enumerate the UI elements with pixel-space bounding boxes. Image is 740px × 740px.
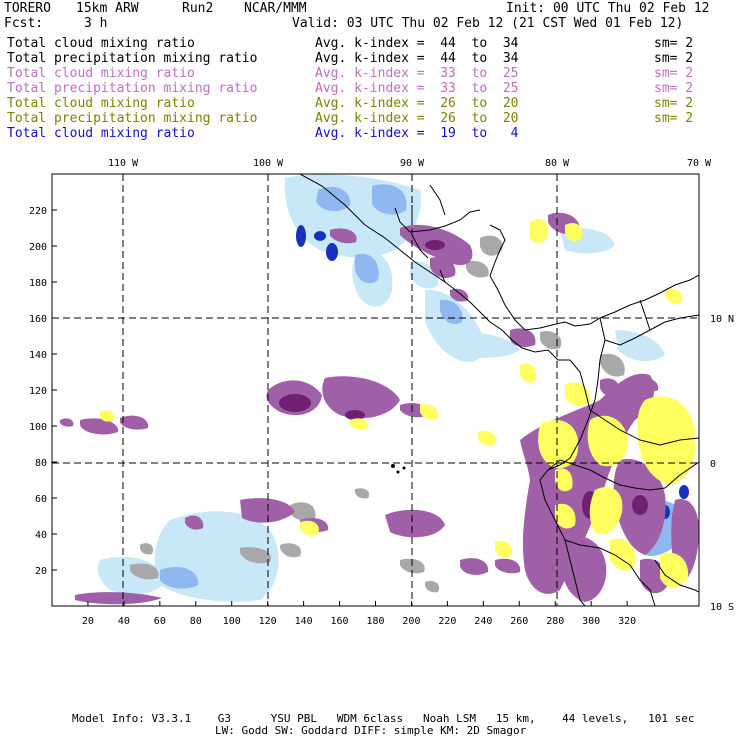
x-tick-label: 320	[618, 616, 636, 627]
legend-index: Avg. k-index = 33 to 25	[315, 81, 519, 96]
y-tick-label: 140	[29, 350, 47, 361]
x-tick-label: 180	[366, 616, 384, 627]
legend-field: Total precipitation mixing ratio	[7, 111, 258, 126]
y-tick-label: 40	[35, 530, 47, 541]
lat-lon-grid	[52, 174, 699, 606]
y-tick-label: 80	[35, 458, 47, 469]
x-tick-label: 80	[190, 616, 202, 627]
legend-index: Avg. k-index = 19 to 4	[315, 126, 519, 141]
latitude-label: 0	[710, 459, 716, 470]
forecast-label: Fcst:	[4, 16, 44, 31]
legend-sm: sm= 2	[654, 96, 694, 111]
longitude-label: 100 W	[253, 158, 284, 169]
x-tick-label: 220	[438, 616, 456, 627]
y-tick-label: 200	[29, 242, 47, 253]
y-tick-label: 120	[29, 386, 47, 397]
valid-time: Valid: 03 UTC Thu 02 Feb 12 (21 CST Wed …	[292, 16, 684, 31]
legend-index: Avg. k-index = 44 to 34	[315, 51, 519, 66]
legend-field: Total cloud mixing ratio	[7, 36, 195, 51]
legend-index: Avg. k-index = 44 to 34	[315, 36, 519, 51]
longitude-label: 90 W	[400, 158, 425, 169]
model-info: Model Info: V3.3.1 G3 YSU PBL WDM 6class…	[72, 712, 695, 725]
init-time: Init: 00 UTC Thu 02 Feb 12	[506, 1, 710, 16]
x-tick-label: 120	[259, 616, 277, 627]
legend-index: Avg. k-index = 26 to 20	[315, 111, 519, 126]
x-tick-label: 200	[402, 616, 420, 627]
model-resolution: 15km ARW	[76, 1, 139, 16]
x-tick-label: 300	[582, 616, 600, 627]
y-tick-label: 160	[29, 314, 47, 325]
model-physics: LW: Godd SW: Goddard DIFF: simple KM: 2D…	[215, 724, 527, 737]
legend-field: Total cloud mixing ratio	[7, 126, 195, 141]
x-tick-label: 20	[82, 616, 94, 627]
x-tick-label: 260	[510, 616, 528, 627]
run-label: Run2	[182, 1, 214, 16]
field-shading	[60, 174, 699, 606]
legend-index: Avg. k-index = 33 to 25	[315, 66, 519, 81]
x-tick-label: 60	[154, 616, 166, 627]
legend-field: Total precipitation mixing ratio	[7, 51, 258, 66]
legend-field: Total precipitation mixing ratio	[7, 81, 258, 96]
legend-sm: sm= 2	[654, 111, 694, 126]
y-tick-label: 60	[35, 494, 47, 505]
latitude-label: 10 N	[710, 314, 734, 325]
x-tick-label: 160	[331, 616, 349, 627]
center-label: NCAR/MMM	[244, 1, 307, 16]
map-axes: 20 40 60 80 100 120 140 160 180 200 220 240 260 280 30…	[29, 158, 734, 627]
y-tick-label: 20	[35, 566, 47, 577]
legend-sm: sm= 2	[654, 81, 694, 96]
legend-index: Avg. k-index = 26 to 20	[315, 96, 519, 111]
model-name: TORERO	[4, 1, 51, 16]
x-tick-label: 280	[546, 616, 564, 627]
legend-sm: sm= 2	[654, 66, 694, 81]
longitude-label: 80 W	[545, 158, 570, 169]
x-tick-label: 40	[118, 616, 130, 627]
y-tick-label: 100	[29, 422, 47, 433]
longitude-label: 70 W	[687, 158, 712, 169]
y-tick-label: 180	[29, 278, 47, 289]
x-tick-label: 100	[223, 616, 241, 627]
legend-field: Total cloud mixing ratio	[7, 96, 195, 111]
y-tick-label: 220	[29, 206, 47, 217]
forecast-hour: 3 h	[84, 16, 108, 31]
x-tick-label: 140	[295, 616, 313, 627]
longitude-label: 110 W	[108, 158, 139, 169]
legend-field: Total cloud mixing ratio	[7, 66, 195, 81]
latitude-label: 10 S	[710, 602, 734, 613]
x-tick-label: 240	[474, 616, 492, 627]
legend-sm: sm= 2	[654, 51, 694, 66]
galapagos-islands	[391, 464, 406, 474]
legend-sm: sm= 2	[654, 36, 694, 51]
